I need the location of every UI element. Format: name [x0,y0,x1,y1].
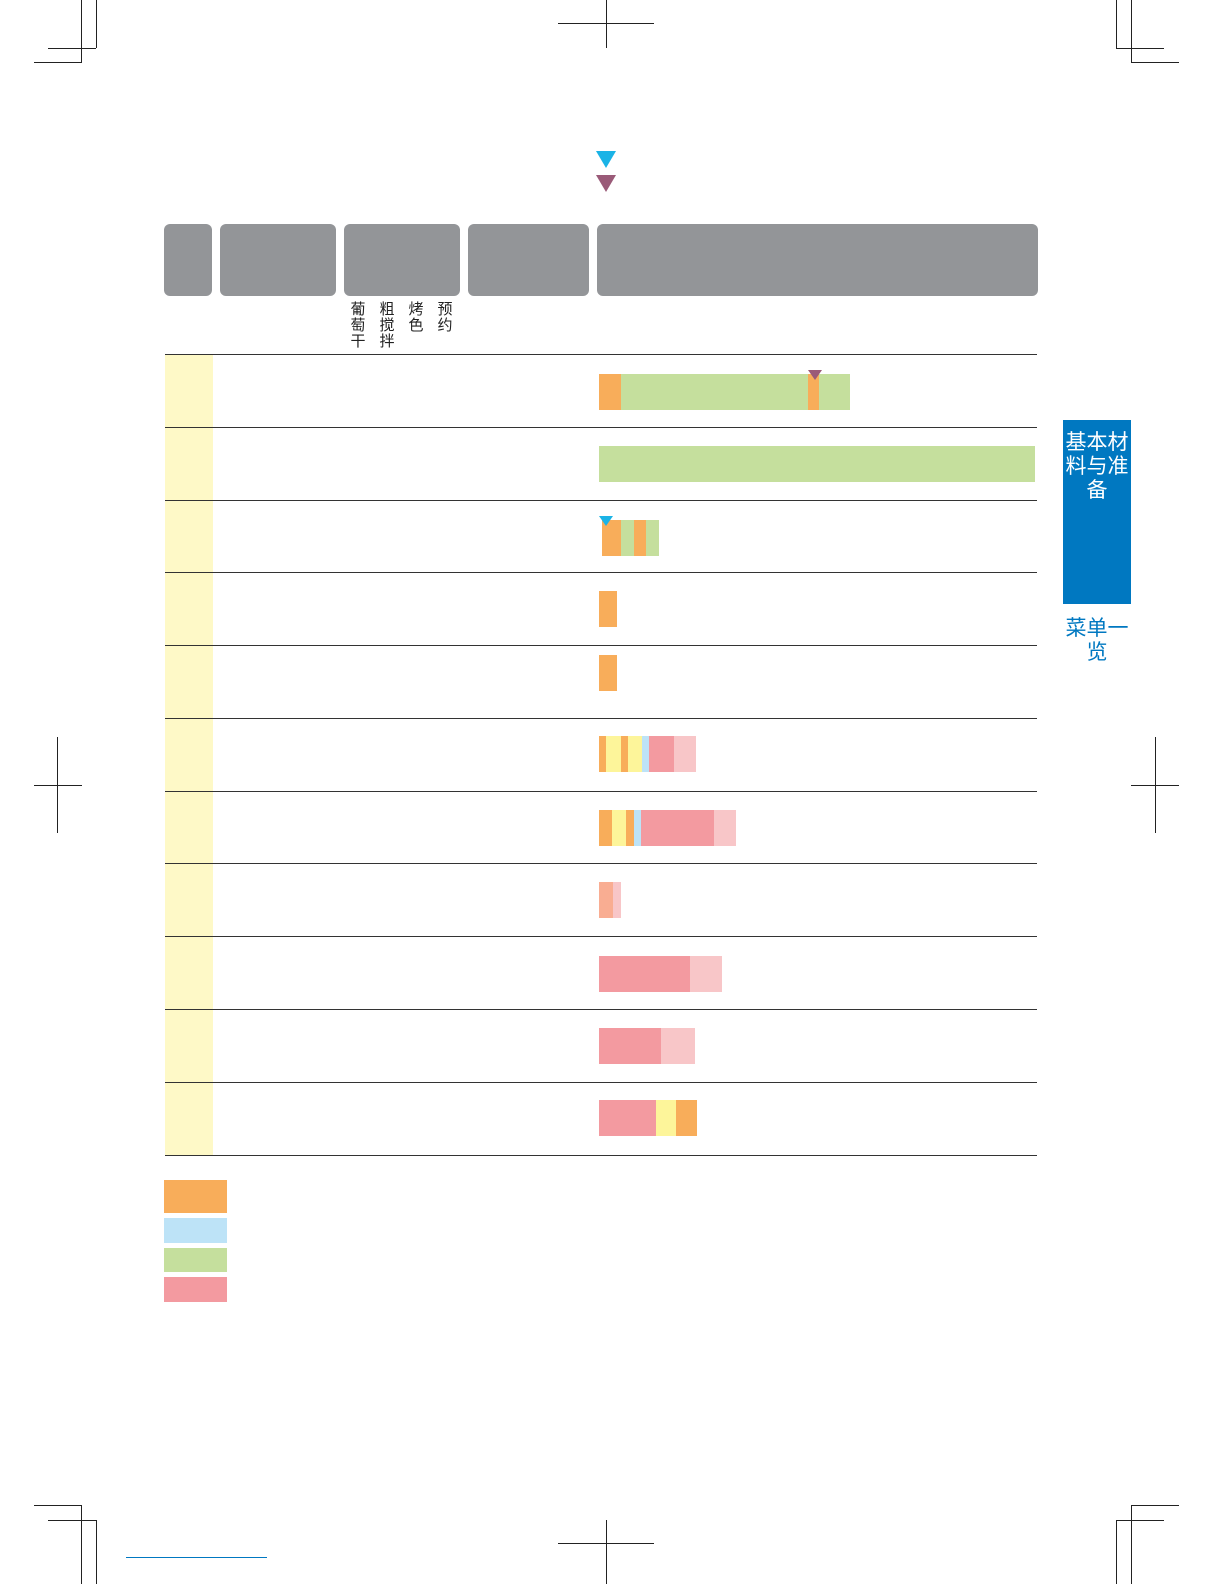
bar-segment [634,810,641,846]
bar-segment [599,1100,656,1136]
header-cell-process [597,224,1038,296]
section-subtitle: 菜单一览 [1065,616,1129,664]
cyan-marker-icon [596,151,616,168]
bar-segment [646,520,659,556]
bar-segment [690,956,722,992]
option-label-raisin: 葡萄干 [350,300,366,350]
bar-segment [599,591,617,627]
cyan-marker-icon [599,516,613,526]
bar-segment [599,374,621,410]
bar-segment [626,810,634,846]
option-label-coarse-mix: 粗搅拌 [379,300,395,350]
bar-segment [602,520,621,556]
bar-segment [612,810,626,846]
header-cell-number [164,224,212,296]
bar-segment [641,810,714,846]
bar-segment [649,736,674,772]
row-number-column [165,355,213,1155]
purple-marker-icon [808,370,822,380]
bar-segment [599,882,613,918]
option-label-crust-color: 烤色 [408,300,424,334]
bar-segment [674,736,696,772]
bar-segment [599,736,606,772]
bar-segment [599,1028,661,1064]
purple-marker-icon [596,175,616,192]
section-tab-label: 基本材料与准备 [1065,430,1129,502]
bar-segment [661,1028,695,1064]
legend-swatch-pink [164,1277,227,1302]
bar-segment [606,736,621,772]
bar-segment [599,956,690,992]
bar-segment [634,520,646,556]
legend-swatch-green [164,1248,227,1272]
legend-swatch-light-blue [164,1218,227,1243]
bar-segment [676,1100,697,1136]
header-cell-options [344,224,460,296]
header-cell-time [468,224,589,296]
bar-segment [621,520,634,556]
header-cell-menu [220,224,336,296]
bar-segment [599,810,612,846]
bar-segment [642,736,649,772]
bar-segment [714,810,736,846]
legend-swatch-orange [164,1180,227,1213]
bar-segment [599,655,617,691]
bar-segment [599,446,1035,482]
bar-segment [613,882,621,918]
bar-segment [621,374,808,410]
section-tab [1063,420,1131,604]
bar-segment [656,1100,676,1136]
bar-segment [621,736,628,772]
bar-segment [808,374,819,410]
option-label-timer: 预约 [437,300,453,334]
bar-segment [819,374,850,410]
bar-segment [628,736,642,772]
